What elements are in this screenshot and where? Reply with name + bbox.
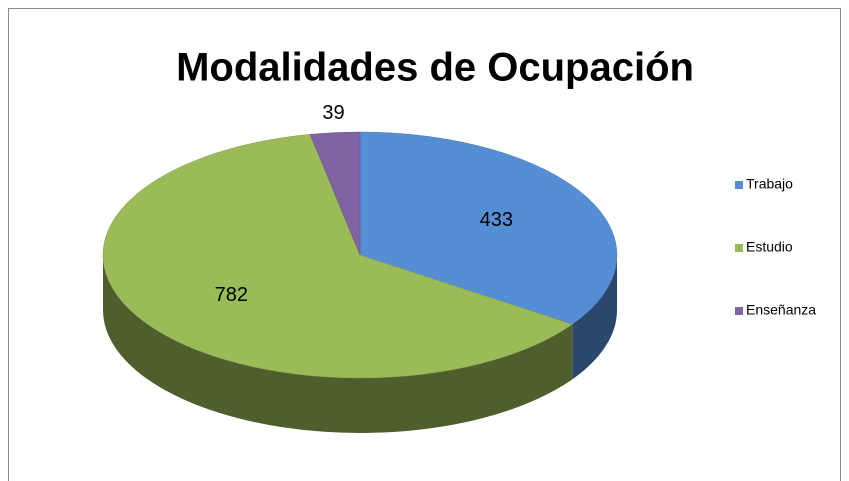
slice (359, 131, 618, 325)
legend-label: Estudio (746, 239, 793, 255)
data-label: 782 (215, 284, 248, 306)
slice-side (572, 255, 617, 380)
legend-swatch (735, 307, 743, 315)
slice-side (103, 255, 573, 433)
legend-label: Enseñanza (746, 302, 816, 318)
legend-label: Trabajo (746, 176, 793, 192)
data-label: 39 (322, 102, 344, 124)
legend-swatch (735, 244, 743, 252)
slice (309, 131, 361, 256)
legend-swatch (735, 181, 743, 189)
data-label: 433 (480, 209, 513, 231)
slice (102, 134, 573, 379)
chart-title: Modalidades de Ocupación (176, 46, 694, 90)
